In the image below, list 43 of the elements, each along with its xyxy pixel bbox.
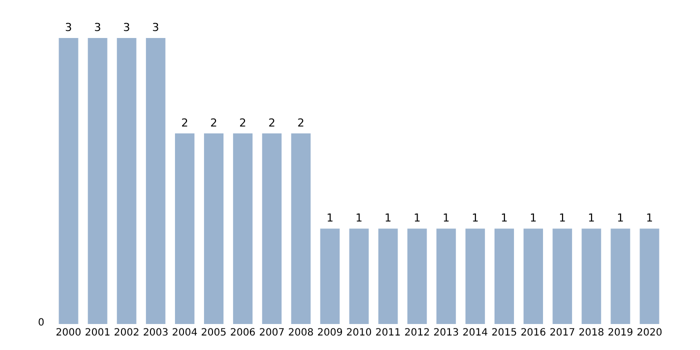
x-tick-label: 2010 — [346, 328, 372, 338]
x-tick-label: 2013 — [433, 328, 459, 338]
x-tick-label: 2005 — [201, 328, 226, 338]
x-tick-label: 2015 — [492, 328, 517, 338]
x-tick-label: 2012 — [404, 328, 430, 338]
data-label: 1 — [356, 212, 362, 225]
x-tick-label: 2018 — [578, 328, 604, 338]
data-label: 1 — [442, 212, 450, 225]
data-label: 3 — [94, 21, 102, 34]
x-tick-label: 2001 — [84, 328, 110, 338]
data-label: 1 — [500, 212, 508, 225]
data-label: 1 — [414, 212, 421, 225]
x-tick-label: 2007 — [259, 328, 285, 338]
data-label: 3 — [65, 21, 72, 34]
x-tick-label: 2014 — [462, 328, 488, 338]
x-tick-label: 2009 — [317, 328, 343, 338]
x-tick-label: 2016 — [520, 328, 546, 338]
data-label: 1 — [558, 212, 566, 225]
data-label: 3 — [123, 21, 130, 34]
data-label: 3 — [152, 21, 160, 34]
data-label: 2 — [268, 116, 276, 130]
data-label: 1 — [588, 212, 595, 225]
data-label: 1 — [326, 212, 334, 225]
x-tick-label: 2002 — [114, 328, 140, 338]
x-tick-label: 2011 — [375, 328, 401, 338]
data-label: 2 — [297, 116, 304, 130]
x-tick-label: 2000 — [56, 328, 82, 338]
data-label: 1 — [384, 212, 392, 225]
x-tick-label: 2017 — [550, 328, 576, 338]
x-tick-label: 2003 — [142, 328, 168, 338]
text: 0 — [38, 318, 44, 328]
data-label: 2 — [181, 116, 188, 130]
data-label: 2 — [210, 116, 218, 130]
x-tick-label: 2020 — [636, 328, 662, 338]
x-tick-label: 2008 — [288, 328, 314, 338]
x-tick-label: 2019 — [608, 328, 634, 338]
data-label: 1 — [646, 212, 653, 225]
data-label: 1 — [530, 212, 537, 225]
data-label: 2 — [239, 116, 246, 130]
x-tick-label: 2006 — [230, 328, 256, 338]
x-tick-label: 2004 — [172, 328, 198, 338]
data-label: 1 — [472, 212, 479, 225]
data-label: 1 — [616, 212, 624, 225]
